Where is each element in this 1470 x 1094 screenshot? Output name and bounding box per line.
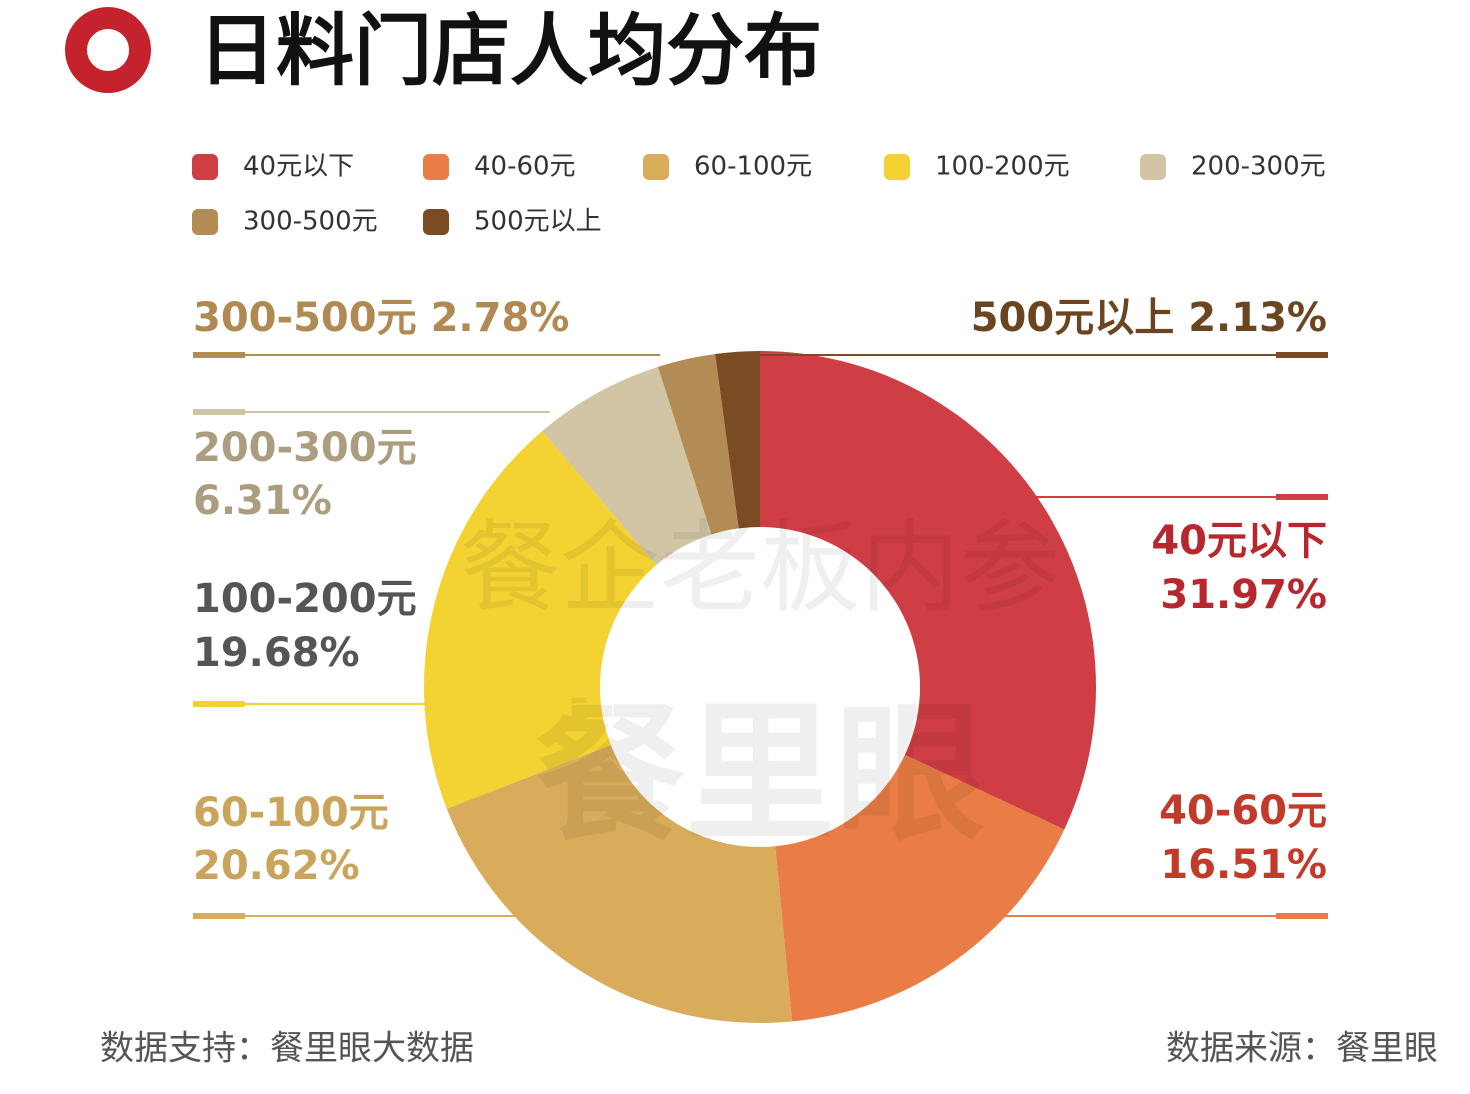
legend-swatch bbox=[423, 154, 449, 180]
legend-label: 60-100元 bbox=[694, 152, 812, 182]
legend-swatch bbox=[1140, 154, 1166, 180]
leader-end bbox=[193, 913, 245, 919]
leader-end bbox=[193, 352, 245, 358]
leader-end bbox=[1276, 352, 1328, 358]
donut-segment bbox=[760, 351, 1097, 830]
leader-end bbox=[1276, 494, 1328, 500]
category-label: 300-500元 bbox=[193, 295, 417, 341]
data-label: 300-500元 2.78% bbox=[193, 295, 569, 341]
chart-title: 日料门店人均分布 bbox=[198, 6, 822, 96]
leader-end bbox=[193, 409, 245, 415]
value-label: 20.62% bbox=[193, 843, 360, 889]
legend-swatch bbox=[643, 154, 669, 180]
value-label: 31.97% bbox=[1160, 572, 1327, 618]
category-label: 60-100元 bbox=[193, 790, 389, 836]
watermark: 餐里眼 bbox=[535, 688, 985, 862]
legend-label: 300-500元 bbox=[243, 207, 378, 237]
legend-swatch bbox=[192, 209, 218, 235]
category-label: 200-300元 bbox=[193, 425, 417, 471]
legend-label: 100-200元 bbox=[935, 152, 1070, 182]
value-label: 2.13% bbox=[1188, 295, 1327, 341]
value-label: 16.51% bbox=[1160, 842, 1327, 888]
donut-segment bbox=[657, 354, 739, 535]
legend-label: 40-60元 bbox=[474, 152, 576, 182]
legend-label: 500元以上 bbox=[474, 207, 602, 237]
leader-end bbox=[1276, 913, 1328, 919]
donut-segment bbox=[715, 351, 760, 529]
footer-right: 数据来源：餐里眼 bbox=[1166, 1029, 1438, 1069]
category-label: 100-200元 bbox=[193, 576, 417, 622]
legend-swatch bbox=[192, 154, 218, 180]
category-label: 40元以下 bbox=[1151, 518, 1327, 564]
footer-left: 数据支持：餐里眼大数据 bbox=[100, 1029, 474, 1069]
value-label: 6.31% bbox=[193, 478, 332, 524]
watermark: 餐企老板内参 bbox=[460, 509, 1060, 626]
donut-segment bbox=[446, 744, 793, 1023]
legend-label: 200-300元 bbox=[1191, 152, 1326, 182]
donut-segment bbox=[424, 431, 657, 809]
value-label: 2.78% bbox=[431, 295, 570, 341]
value-label: 19.68% bbox=[193, 630, 360, 676]
legend-swatch bbox=[884, 154, 910, 180]
data-label: 500元以上 2.13% bbox=[971, 295, 1327, 341]
leader-end bbox=[193, 701, 245, 707]
donut-segment bbox=[775, 754, 1065, 1022]
category-label: 500元以上 bbox=[971, 295, 1175, 341]
legend-label: 40元以下 bbox=[243, 152, 354, 182]
legend-swatch bbox=[423, 209, 449, 235]
donut-segment bbox=[542, 366, 712, 566]
category-label: 40-60元 bbox=[1159, 788, 1327, 834]
title-icon bbox=[65, 7, 151, 93]
